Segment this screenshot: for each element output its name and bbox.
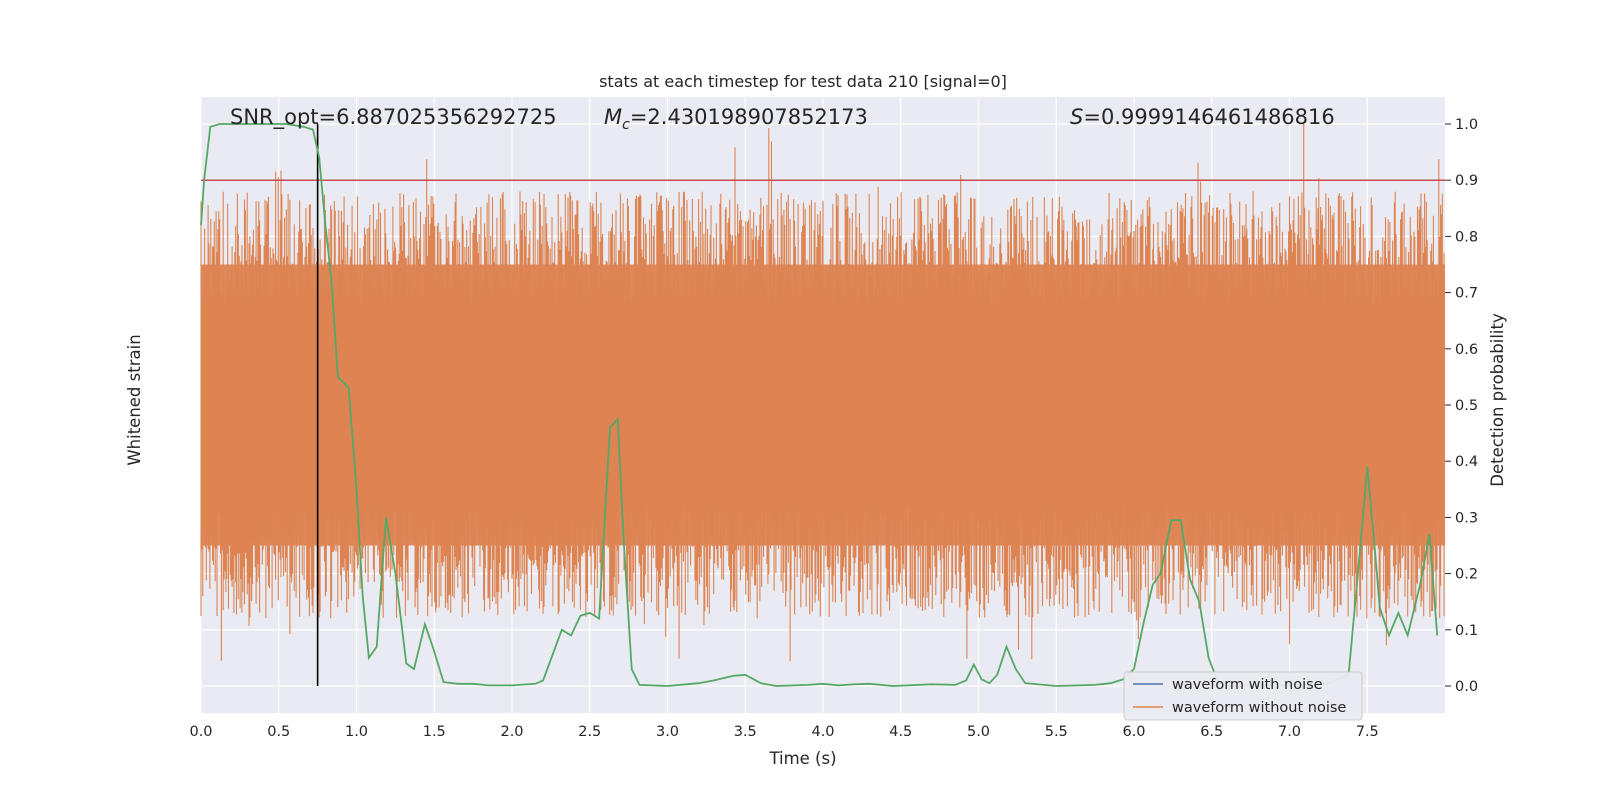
x-tick-label: 3.0 bbox=[656, 724, 679, 740]
x-tick-label: 5.0 bbox=[967, 724, 990, 740]
y-axis-label-left: Whitened strain bbox=[125, 334, 144, 465]
x-tick-label: 4.0 bbox=[811, 724, 834, 740]
y-tick-label: 0.1 bbox=[1455, 623, 1478, 639]
mc-symbol: M bbox=[604, 105, 622, 129]
x-tick-label: 2.5 bbox=[578, 724, 601, 740]
s-value: =0.9999146461486816 bbox=[1083, 105, 1334, 129]
mc-value: =2.430198907852173 bbox=[630, 105, 868, 129]
s-symbol: S bbox=[1070, 105, 1083, 129]
y-tick-label: 0.4 bbox=[1455, 454, 1478, 470]
y-tick-label: 0.7 bbox=[1455, 286, 1478, 302]
noise-core bbox=[201, 264, 1445, 546]
chart-title: stats at each timestep for test data 210… bbox=[599, 72, 1007, 91]
s-annotation: S=0.9999146461486816 bbox=[1070, 105, 1335, 129]
x-tick-label: 0.5 bbox=[267, 724, 290, 740]
x-tick-label: 4.5 bbox=[889, 724, 912, 740]
detection-probability-line bbox=[200, 123, 1439, 687]
y-axis-label-right: Detection probability bbox=[1488, 313, 1507, 487]
x-tick-label: 7.0 bbox=[1278, 724, 1301, 740]
y-tick-label: 0.6 bbox=[1455, 342, 1478, 358]
mc-annotation: Mc=2.430198907852173 bbox=[604, 105, 868, 133]
y-tick-label: 0.8 bbox=[1455, 229, 1478, 245]
x-tick-label: 1.5 bbox=[423, 724, 446, 740]
tick-labels: 0.0 0.5 1.0 1.5 2.0 2.5 3.0 3.5 4.0 4.5 5.0 5.5 6.0 6… bbox=[189, 117, 1478, 740]
x-tick-label: 6.0 bbox=[1122, 724, 1145, 740]
x-tick-label: 5.5 bbox=[1045, 724, 1068, 740]
x-tick-label: 0.0 bbox=[189, 724, 212, 740]
y-tick-label: 0.9 bbox=[1455, 173, 1478, 189]
x-tick-label: 3.5 bbox=[734, 724, 757, 740]
legend-label-without-noise: waveform without noise bbox=[1172, 700, 1346, 716]
x-tick-label: 6.5 bbox=[1200, 724, 1223, 740]
y-tick-label: 1.0 bbox=[1455, 117, 1478, 133]
legend: waveform with noise waveform without noi… bbox=[1123, 671, 1363, 721]
mc-subscript: c bbox=[622, 117, 630, 133]
x-axis-label: Time (s) bbox=[768, 749, 836, 768]
y-tick-label: 0.5 bbox=[1455, 398, 1478, 414]
snr-annotation: SNR_opt=6.887025356292725 bbox=[230, 105, 557, 130]
y-tick-label: 0.0 bbox=[1455, 679, 1478, 695]
x-tick-label: 7.5 bbox=[1356, 724, 1379, 740]
y-tick-label: 0.3 bbox=[1455, 510, 1478, 526]
overlay bbox=[200, 123, 1445, 687]
legend-box bbox=[1123, 671, 1363, 721]
legend-label-with-noise: waveform with noise bbox=[1172, 677, 1323, 693]
x-tick-label: 2.0 bbox=[500, 724, 523, 740]
x-tick-label: 1.0 bbox=[345, 724, 368, 740]
y-tick-label: 0.2 bbox=[1455, 567, 1478, 583]
noise-series bbox=[200, 124, 1445, 662]
